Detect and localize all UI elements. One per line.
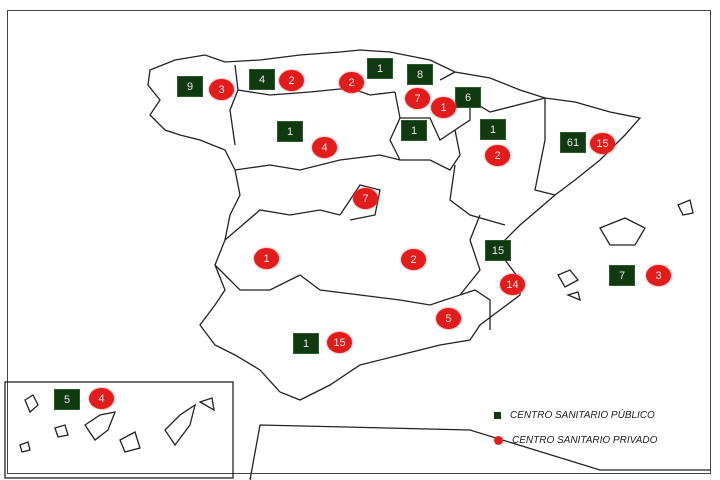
private-center-marker: 15	[327, 332, 352, 353]
baleares-islands	[557, 199, 694, 302]
public-center-marker: 1	[367, 58, 393, 79]
private-center-marker: 7	[353, 188, 378, 209]
public-center-marker: 7	[609, 265, 635, 286]
private-center-marker: 5	[436, 308, 461, 329]
legend-private-label: CENTRO SANITARIO PRIVADO	[512, 435, 658, 446]
legend-circle-icon	[494, 436, 503, 445]
canarias-inset	[4, 381, 234, 479]
legend-public-label: CENTRO SANITARIO PÚBLICO	[510, 410, 655, 421]
public-center-marker: 1	[480, 119, 506, 140]
public-center-marker: 15	[485, 240, 511, 261]
legend-square-icon	[494, 412, 501, 419]
private-center-marker: 4	[89, 388, 114, 409]
public-center-marker: 1	[277, 121, 303, 142]
canary-islands	[19, 394, 215, 453]
region-borders	[214, 64, 710, 480]
private-center-marker: 14	[500, 274, 525, 295]
public-center-marker: 8	[407, 64, 433, 85]
private-center-marker: 2	[485, 145, 510, 166]
public-center-marker: 1	[401, 120, 427, 141]
private-center-marker: 2	[401, 249, 426, 270]
private-center-marker: 7	[405, 88, 430, 109]
private-center-marker: 3	[209, 79, 234, 100]
private-center-marker: 1	[254, 248, 279, 269]
public-center-marker: 6	[455, 87, 481, 108]
private-center-marker: 15	[590, 133, 615, 154]
private-center-marker: 2	[279, 70, 304, 91]
public-center-marker: 9	[177, 76, 203, 97]
map-frame	[7, 10, 711, 474]
private-center-marker: 1	[431, 97, 456, 118]
public-center-marker: 4	[249, 69, 275, 90]
private-center-marker: 3	[646, 265, 671, 286]
private-center-marker: 2	[339, 72, 364, 93]
legend-public: CENTRO SANITARIO PÚBLICO	[494, 410, 655, 421]
spain-outline	[147, 49, 642, 401]
public-center-marker: 61	[560, 132, 586, 153]
legend-private: CENTRO SANITARIO PRIVADO	[494, 435, 657, 446]
public-center-marker: 1	[293, 333, 319, 354]
private-center-marker: 4	[312, 137, 337, 158]
public-center-marker: 5	[54, 389, 80, 410]
